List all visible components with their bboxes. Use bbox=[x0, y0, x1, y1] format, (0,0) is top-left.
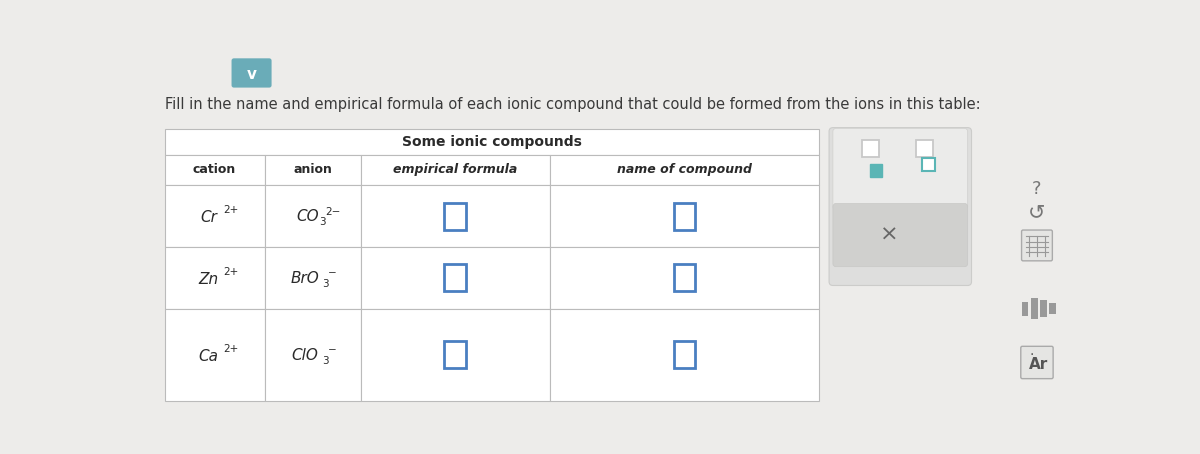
Text: 2−: 2− bbox=[325, 207, 341, 217]
Bar bbox=[164, 154, 265, 185]
Text: name of compound: name of compound bbox=[617, 163, 752, 177]
FancyBboxPatch shape bbox=[1021, 346, 1054, 379]
Bar bbox=[265, 154, 361, 185]
Bar bbox=[361, 309, 550, 401]
Bar bbox=[673, 264, 695, 291]
Bar bbox=[550, 247, 820, 309]
FancyBboxPatch shape bbox=[232, 58, 271, 88]
Bar bbox=[862, 140, 880, 157]
Text: 2+: 2+ bbox=[223, 344, 239, 354]
Text: 3: 3 bbox=[322, 279, 329, 289]
Bar bbox=[164, 309, 265, 401]
Bar bbox=[361, 247, 550, 309]
Text: ×: × bbox=[880, 225, 899, 245]
Bar bbox=[265, 185, 361, 247]
Text: Ar: Ar bbox=[1028, 357, 1048, 372]
Bar bbox=[265, 247, 361, 309]
Text: v: v bbox=[246, 67, 257, 82]
Text: cation: cation bbox=[193, 163, 236, 177]
Bar bbox=[550, 154, 820, 185]
FancyBboxPatch shape bbox=[1021, 230, 1052, 261]
Bar bbox=[265, 309, 361, 401]
Text: CO: CO bbox=[296, 209, 319, 224]
Bar bbox=[923, 158, 935, 171]
Bar bbox=[673, 341, 695, 368]
FancyBboxPatch shape bbox=[833, 203, 967, 266]
Bar bbox=[673, 202, 695, 230]
Text: Some ionic compounds: Some ionic compounds bbox=[402, 135, 582, 149]
Bar bbox=[1040, 300, 1046, 317]
Bar bbox=[550, 309, 820, 401]
Bar bbox=[550, 185, 820, 247]
Bar bbox=[870, 164, 882, 177]
Bar bbox=[164, 129, 820, 154]
Text: −: − bbox=[328, 268, 337, 278]
FancyBboxPatch shape bbox=[833, 128, 967, 210]
Text: 2+: 2+ bbox=[223, 205, 239, 215]
Bar bbox=[1049, 303, 1056, 314]
Text: ↺: ↺ bbox=[1028, 202, 1045, 222]
Text: Fill in the name and empirical formula of each ionic compound that could be form: Fill in the name and empirical formula o… bbox=[164, 97, 980, 112]
Text: 2+: 2+ bbox=[223, 266, 239, 276]
Text: Cr: Cr bbox=[200, 210, 217, 225]
Text: 3: 3 bbox=[322, 356, 329, 366]
Text: ClO: ClO bbox=[292, 348, 318, 363]
Text: empirical formula: empirical formula bbox=[394, 163, 517, 177]
Bar bbox=[444, 264, 466, 291]
Text: BrO: BrO bbox=[290, 271, 319, 286]
FancyBboxPatch shape bbox=[829, 128, 972, 286]
Text: Zn: Zn bbox=[198, 272, 218, 287]
Bar bbox=[444, 202, 466, 230]
Bar bbox=[1021, 301, 1028, 316]
Text: ?: ? bbox=[1032, 180, 1042, 198]
Text: −: − bbox=[328, 345, 337, 355]
Text: 3: 3 bbox=[319, 217, 325, 227]
Bar bbox=[916, 140, 934, 157]
Bar bbox=[361, 154, 550, 185]
Bar bbox=[1031, 298, 1038, 319]
Bar bbox=[164, 247, 265, 309]
Text: Ca: Ca bbox=[198, 349, 218, 364]
Text: ·: · bbox=[1030, 348, 1033, 362]
Bar bbox=[444, 341, 466, 368]
Bar bbox=[164, 185, 265, 247]
Bar bbox=[361, 185, 550, 247]
Text: anion: anion bbox=[293, 163, 332, 177]
